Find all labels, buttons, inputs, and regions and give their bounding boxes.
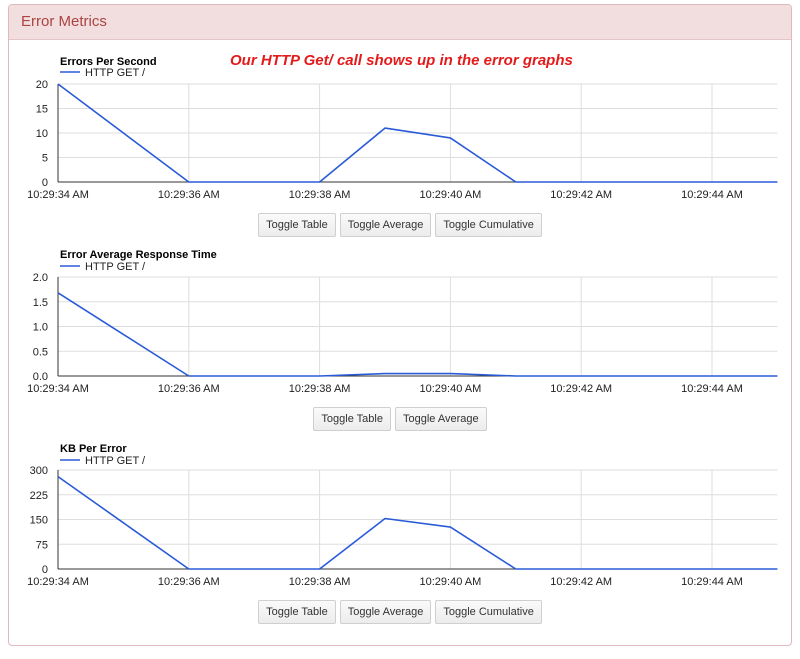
y-tick-label: 10 (36, 128, 48, 140)
chart-title: Errors Per Second (60, 56, 157, 68)
y-tick-label: 75 (36, 539, 48, 551)
y-tick-label: 0.5 (33, 346, 48, 358)
legend-label: HTTP GET / (85, 455, 146, 467)
errors-per-second-chart: 0 5 10 15 20 10:29:34 AM 10:29:36 AM 10:29:38 A… (27, 56, 778, 201)
legend-label: HTTP GET / (85, 261, 146, 273)
toggle-average-button[interactable]: Toggle Average (339, 600, 432, 624)
error-average-response-time-chart: 0.0 0.5 1.0 1.5 2.0 10:29:34 AM 10:29:36 AM 10:… (27, 249, 778, 395)
y-tick-label: 15 (36, 104, 48, 116)
toggle-table-button[interactable]: Toggle Table (258, 600, 336, 624)
chart-title: KB Per Error (60, 443, 127, 455)
panel-title: Error Metrics (9, 5, 791, 40)
errors-per-second-buttons: Toggle Table Toggle Average Toggle Cumulat… (0, 213, 800, 237)
series-line-http-get (57, 475, 778, 570)
y-tick-label: 0 (42, 177, 48, 189)
x-tick-label: 10:29:34 AM (27, 189, 89, 201)
chart-title: Error Average Response Time (60, 249, 217, 261)
y-tick-label: 1.5 (33, 297, 48, 309)
y-tick-label: 5 (42, 153, 48, 165)
y-tick-label: 2.0 (33, 272, 48, 284)
error-metrics-panel: Error Metrics (8, 4, 792, 646)
toggle-table-button[interactable]: Toggle Table (313, 407, 391, 431)
x-tick-label: 10:29:44 AM (681, 383, 743, 395)
toggle-table-button[interactable]: Toggle Table (258, 213, 336, 237)
kb-per-error-buttons: Toggle Table Toggle Average Toggle Cumulat… (0, 600, 800, 624)
annotation-text: Our HTTP Get/ call shows up in the error… (230, 52, 573, 69)
series-line-http-get (57, 83, 778, 183)
x-tick-label: 10:29:42 AM (550, 383, 612, 395)
x-tick-label: 10:29:34 AM (27, 576, 89, 588)
x-tick-label: 10:29:44 AM (681, 189, 743, 201)
x-tick-label: 10:29:36 AM (158, 189, 220, 201)
toggle-cumulative-button[interactable]: Toggle Cumulative (435, 600, 542, 624)
x-tick-label: 10:29:40 AM (420, 383, 482, 395)
x-tick-label: 10:29:40 AM (420, 576, 482, 588)
x-tick-label: 10:29:40 AM (420, 189, 482, 201)
x-tick-label: 10:29:34 AM (27, 383, 89, 395)
y-tick-label: 300 (30, 465, 48, 477)
y-tick-label: 0 (42, 564, 48, 576)
x-tick-label: 10:29:42 AM (550, 189, 612, 201)
x-tick-label: 10:29:42 AM (550, 576, 612, 588)
y-tick-label: 20 (36, 79, 48, 91)
x-tick-label: 10:29:44 AM (681, 576, 743, 588)
y-tick-label: 1.0 (33, 322, 48, 334)
error-average-response-time-buttons: Toggle Table Toggle Average (0, 407, 800, 431)
toggle-average-button[interactable]: Toggle Average (339, 213, 432, 237)
y-tick-label: 0.0 (33, 371, 48, 383)
toggle-cumulative-button[interactable]: Toggle Cumulative (435, 213, 542, 237)
legend-label: HTTP GET / (85, 67, 146, 79)
series-line-http-get (57, 292, 778, 377)
kb-per-error-chart: 0 75 150 225 300 10:29:34 AM 10:29:36 AM 10:29:… (27, 443, 778, 588)
x-tick-label: 10:29:38 AM (289, 383, 351, 395)
x-tick-label: 10:29:38 AM (289, 576, 351, 588)
toggle-average-button[interactable]: Toggle Average (394, 407, 487, 431)
y-tick-label: 150 (30, 515, 48, 527)
x-tick-label: 10:29:36 AM (158, 383, 220, 395)
x-tick-label: 10:29:38 AM (289, 189, 351, 201)
y-tick-label: 225 (30, 490, 48, 502)
x-tick-label: 10:29:36 AM (158, 576, 220, 588)
